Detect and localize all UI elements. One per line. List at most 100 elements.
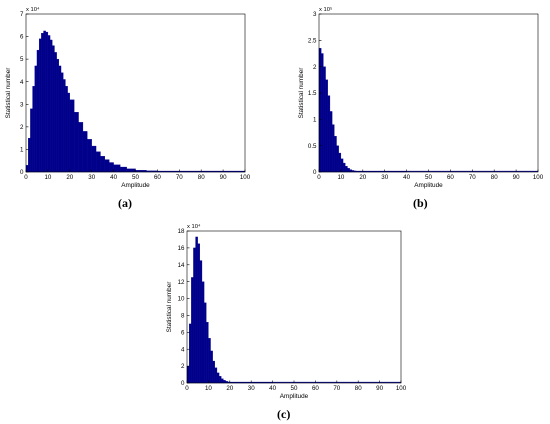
y-tick-label-c-0: 0 (181, 380, 185, 387)
bar-c-14 (216, 372, 220, 384)
y-tick-label-c-5: 10 (178, 296, 185, 303)
x-tick-label-c-9: 90 (376, 385, 383, 392)
x-tick-label-b-8: 80 (491, 174, 498, 181)
bar-a-12 (52, 45, 55, 173)
x-tick-label-b-6: 60 (447, 174, 454, 181)
y-tick-label-c-8: 16 (178, 245, 185, 252)
x-axis-label-c: Amplitude (280, 393, 309, 400)
x-tick-label-a-0: 0 (24, 174, 28, 181)
caption-a: (a) (118, 196, 132, 210)
bar-c-11 (210, 350, 213, 384)
x-tick-label-c-2: 20 (226, 385, 233, 392)
x-tick-label-b-9: 90 (513, 174, 520, 181)
bar-b-7 (334, 136, 337, 173)
exponent-label-b: x 10⁵ (319, 6, 333, 13)
x-tick-label-b-7: 70 (469, 174, 476, 181)
y-tick-label-b-2: 1 (313, 116, 317, 123)
bar-a-27 (100, 156, 105, 173)
y-tick-label-a-0: 0 (20, 169, 24, 176)
bar-a-25 (91, 145, 97, 173)
bar-a-28 (104, 159, 110, 173)
bar-a-29 (109, 162, 114, 173)
bar-a-5 (36, 49, 40, 173)
bar-a-10 (47, 35, 51, 173)
chart-panel-b: 0 10 20 30 40 50 60 70 80 90 100 0 0.5 1 1.5 2 2.5 3x 10⁵… (298, 6, 544, 189)
x-tick-label-c-3: 30 (248, 385, 255, 392)
x-tick-label-a-4: 40 (110, 174, 117, 181)
bar-b-5 (329, 111, 333, 173)
y-tick-label-c-3: 6 (181, 329, 185, 336)
x-tick-label-c-10: 100 (396, 385, 407, 392)
x-axis-label-b: Amplitude (414, 182, 443, 189)
bar-a-1 (28, 137, 31, 173)
bar-a-26 (95, 151, 101, 173)
y-tick-label-a-1: 1 (20, 147, 24, 154)
bar-c-8 (203, 302, 207, 384)
bar-a-13 (54, 52, 57, 173)
y-axis-label-c: Statistical number (166, 281, 173, 333)
bar-c-2 (191, 277, 194, 384)
caption-b: (b) (413, 196, 428, 210)
bar-b-6 (331, 124, 335, 173)
x-tick-label-b-5: 50 (425, 174, 432, 181)
y-tick-label-b-5: 2.5 (308, 37, 317, 44)
bar-c-1 (188, 323, 192, 384)
bar-b-8 (336, 145, 339, 173)
bar-a-15 (58, 65, 62, 173)
bar-c-10 (208, 338, 211, 384)
bar-b-2 (323, 66, 326, 173)
bar-a-20 (69, 99, 75, 173)
x-axis-label-a: Amplitude (121, 182, 150, 189)
bar-c-9 (206, 322, 209, 384)
x-tick-label-c-1: 10 (205, 385, 212, 392)
x-tick-label-b-10: 100 (533, 174, 544, 181)
x-tick-label-c-4: 40 (269, 385, 276, 392)
y-tick-label-a-7: 7 (20, 11, 24, 18)
x-tick-label-c-5: 50 (291, 385, 298, 392)
plot-frame-b (318, 13, 539, 173)
y-tick-label-c-9: 18 (178, 228, 185, 235)
y-tick-label-b-4: 2 (313, 64, 317, 71)
y-axis-label-b: Statistical number (298, 67, 305, 119)
x-tick-label-b-3: 30 (381, 174, 388, 181)
y-tick-label-b-3: 1.5 (308, 90, 317, 97)
bar-b-9 (338, 152, 342, 173)
y-tick-label-c-1: 2 (181, 363, 185, 370)
bar-a-14 (56, 58, 59, 173)
bar-a-23 (82, 131, 88, 173)
x-tick-label-a-9: 90 (220, 174, 227, 181)
bar-a-4 (34, 65, 38, 173)
x-tick-label-a-1: 10 (44, 174, 51, 181)
x-tick-label-a-5: 50 (132, 174, 139, 181)
bar-a-21 (74, 112, 79, 173)
bar-a-8 (43, 30, 46, 173)
bar-c-7 (201, 281, 205, 384)
x-tick-label-b-0: 0 (317, 174, 321, 181)
bar-a-2 (30, 108, 33, 173)
bar-b-4 (327, 95, 331, 173)
x-tick-label-a-7: 70 (176, 174, 183, 181)
bar-a-24 (87, 139, 92, 173)
bar-c-4 (195, 236, 198, 384)
plot-frame-c (186, 230, 402, 384)
bar-b-10 (340, 158, 344, 173)
chart-panel-a: 0 10 20 30 40 50 60 70 80 90 100 0 1 2 3 4 5 6 7x 10⁴ Ampli… (5, 6, 251, 189)
bar-c-12 (212, 360, 215, 384)
caption-c: (c) (277, 407, 291, 421)
x-tick-label-a-8: 80 (198, 174, 205, 181)
bar-a-3 (32, 86, 35, 173)
bar-c-13 (214, 367, 218, 384)
y-tick-label-b-1: 0.5 (308, 143, 317, 150)
bar-a-17 (63, 79, 66, 173)
x-tick-label-c-8: 80 (355, 385, 362, 392)
y-tick-label-a-6: 6 (20, 34, 24, 41)
y-tick-label-a-4: 4 (20, 79, 24, 86)
bar-c-6 (199, 260, 203, 384)
x-tick-label-c-6: 60 (312, 385, 319, 392)
bar-a-9 (45, 31, 49, 173)
x-tick-label-a-3: 30 (88, 174, 95, 181)
y-tick-label-c-7: 14 (178, 262, 185, 269)
bar-b-3 (325, 79, 328, 173)
x-tick-label-b-2: 20 (359, 174, 366, 181)
x-tick-label-b-4: 40 (403, 174, 410, 181)
